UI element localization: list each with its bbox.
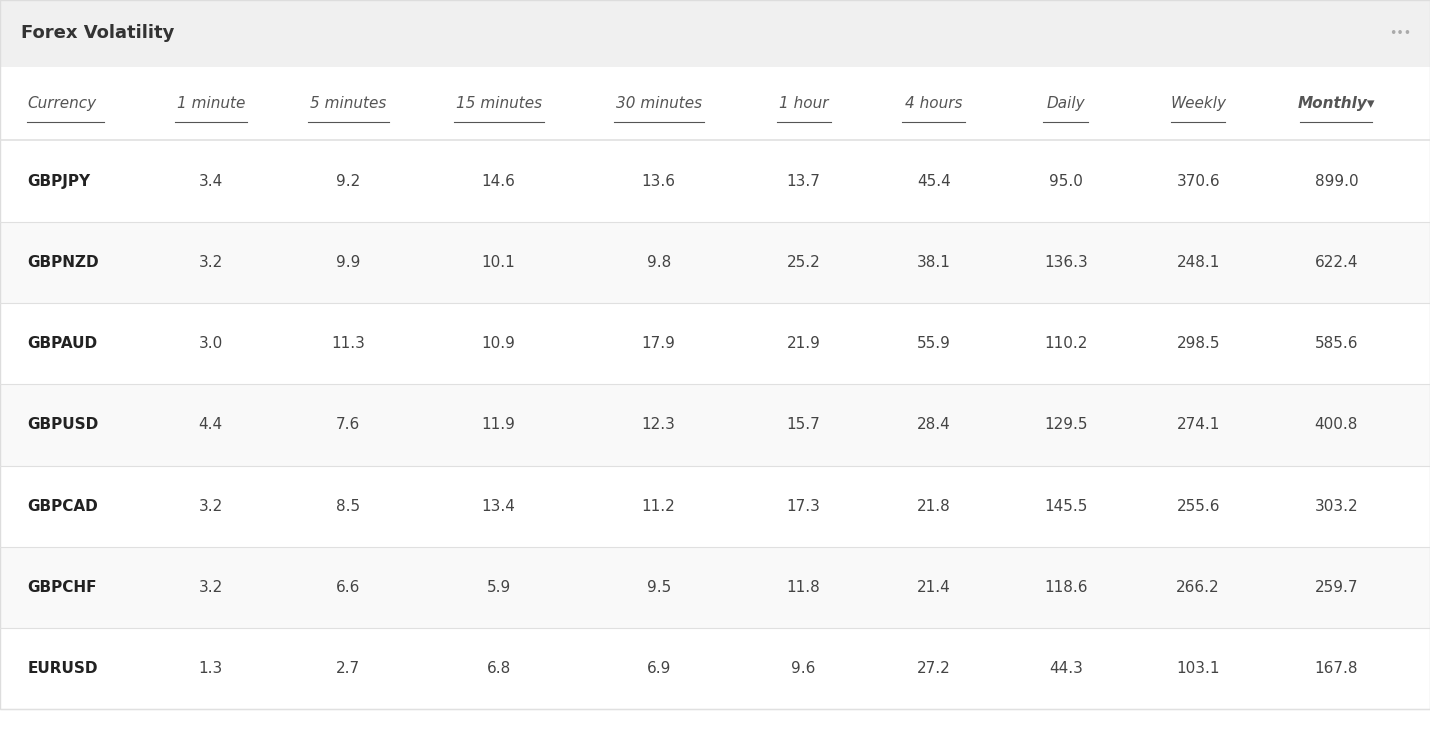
Text: 899.0: 899.0 [1314, 174, 1358, 188]
Text: GBPCHF: GBPCHF [27, 580, 97, 595]
Text: 12.3: 12.3 [642, 418, 675, 432]
Text: GBPJPY: GBPJPY [27, 174, 90, 188]
Text: GBPCAD: GBPCAD [27, 499, 97, 514]
Text: 118.6: 118.6 [1044, 580, 1088, 595]
Text: 14.6: 14.6 [482, 174, 516, 188]
Text: 13.4: 13.4 [482, 499, 516, 514]
Text: 7.6: 7.6 [336, 418, 360, 432]
Text: 3.2: 3.2 [199, 580, 223, 595]
Text: 259.7: 259.7 [1314, 580, 1358, 595]
Text: 274.1: 274.1 [1177, 418, 1220, 432]
Text: 15 minutes: 15 minutes [456, 96, 542, 111]
Text: 1.3: 1.3 [199, 661, 223, 676]
Text: 6.6: 6.6 [336, 580, 360, 595]
Text: Weekly: Weekly [1170, 96, 1226, 111]
Text: 3.4: 3.4 [199, 174, 223, 188]
Bar [0, 67, 1430, 140]
Text: 266.2: 266.2 [1177, 580, 1220, 595]
Text: 400.8: 400.8 [1314, 418, 1358, 432]
Text: 167.8: 167.8 [1314, 661, 1358, 676]
Text: 21.4: 21.4 [917, 580, 951, 595]
Text: Forex Volatility: Forex Volatility [21, 24, 174, 42]
Bar [0, 628, 1430, 709]
Bar [0, 303, 1430, 384]
Text: 3.0: 3.0 [199, 336, 223, 351]
Text: 6.9: 6.9 [646, 661, 671, 676]
Text: 11.3: 11.3 [332, 336, 365, 351]
Bar [0, 466, 1430, 547]
Text: 13.7: 13.7 [787, 174, 821, 188]
Text: 5.9: 5.9 [486, 580, 511, 595]
Text: 17.9: 17.9 [642, 336, 675, 351]
Text: 21.8: 21.8 [917, 499, 951, 514]
Text: 255.6: 255.6 [1177, 499, 1220, 514]
Text: 27.2: 27.2 [917, 661, 951, 676]
Text: 9.8: 9.8 [646, 255, 671, 270]
Bar [0, 140, 1430, 222]
Text: 129.5: 129.5 [1044, 418, 1088, 432]
Text: 136.3: 136.3 [1044, 255, 1088, 270]
Text: 44.3: 44.3 [1050, 661, 1083, 676]
Text: 8.5: 8.5 [336, 499, 360, 514]
Text: 11.8: 11.8 [787, 580, 821, 595]
Text: 11.9: 11.9 [482, 418, 516, 432]
Text: 9.6: 9.6 [791, 661, 817, 676]
Text: 303.2: 303.2 [1314, 499, 1358, 514]
Text: 585.6: 585.6 [1314, 336, 1358, 351]
Text: EURUSD: EURUSD [27, 661, 97, 676]
Text: 103.1: 103.1 [1177, 661, 1220, 676]
Text: 3.2: 3.2 [199, 255, 223, 270]
Text: 15.7: 15.7 [787, 418, 821, 432]
Text: Daily: Daily [1047, 96, 1085, 111]
Text: 6.8: 6.8 [486, 661, 511, 676]
Text: 10.9: 10.9 [482, 336, 516, 351]
Text: 30 minutes: 30 minutes [615, 96, 702, 111]
Text: 1 hour: 1 hour [779, 96, 828, 111]
Text: 55.9: 55.9 [917, 336, 951, 351]
Text: 9.5: 9.5 [646, 580, 671, 595]
Text: •••: ••• [1390, 27, 1411, 40]
Bar [0, 0, 1430, 67]
Text: GBPAUD: GBPAUD [27, 336, 97, 351]
Bar [0, 222, 1430, 303]
Text: 1 minute: 1 minute [177, 96, 245, 111]
Text: Monthly▾: Monthly▾ [1297, 96, 1376, 111]
Text: 110.2: 110.2 [1044, 336, 1088, 351]
Text: 13.6: 13.6 [642, 174, 675, 188]
Bar [0, 547, 1430, 628]
Text: GBPUSD: GBPUSD [27, 418, 99, 432]
Text: 25.2: 25.2 [787, 255, 821, 270]
Text: 28.4: 28.4 [917, 418, 951, 432]
Text: 145.5: 145.5 [1044, 499, 1088, 514]
Bar [0, 384, 1430, 466]
Text: 95.0: 95.0 [1050, 174, 1083, 188]
Text: 248.1: 248.1 [1177, 255, 1220, 270]
Text: 2.7: 2.7 [336, 661, 360, 676]
Text: 17.3: 17.3 [787, 499, 821, 514]
Text: 5 minutes: 5 minutes [310, 96, 386, 111]
Text: 370.6: 370.6 [1177, 174, 1220, 188]
Text: 9.9: 9.9 [336, 255, 360, 270]
Text: 4.4: 4.4 [199, 418, 223, 432]
Text: 38.1: 38.1 [917, 255, 951, 270]
Text: 11.2: 11.2 [642, 499, 675, 514]
Text: 45.4: 45.4 [917, 174, 951, 188]
Text: 10.1: 10.1 [482, 255, 515, 270]
Text: 298.5: 298.5 [1177, 336, 1220, 351]
Text: 21.9: 21.9 [787, 336, 821, 351]
Text: 3.2: 3.2 [199, 499, 223, 514]
Text: 622.4: 622.4 [1314, 255, 1358, 270]
Text: GBPNZD: GBPNZD [27, 255, 99, 270]
Text: 4 hours: 4 hours [905, 96, 962, 111]
Text: Currency: Currency [27, 96, 96, 111]
Text: 9.2: 9.2 [336, 174, 360, 188]
